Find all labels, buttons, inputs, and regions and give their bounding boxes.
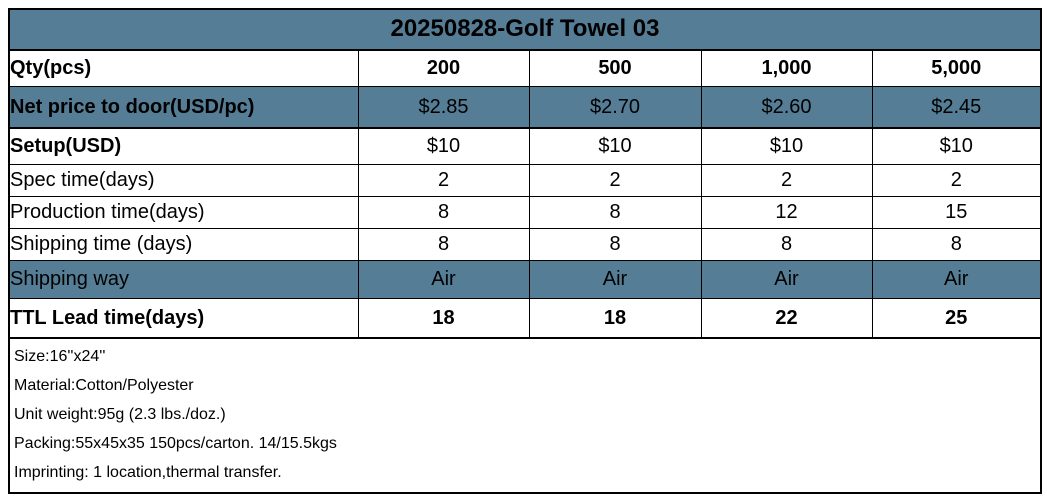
row-label-ttl-lead-time: TTL Lead time(days): [8, 297, 359, 339]
cell-setup-2: $10: [528, 127, 702, 165]
cell-shipping-time-4: 8: [871, 227, 1042, 261]
cell-spec-time-2: 2: [528, 163, 702, 197]
notes-row: Size:16''x24'' Material:Cotton/Polyester…: [8, 337, 1042, 494]
cell-qty-4: 5,000: [871, 49, 1042, 87]
note-unit-weight: Unit weight:95g (2.3 lbs./doz.): [14, 406, 226, 423]
cell-shipping-way-2: Air: [528, 259, 702, 299]
row-label-setup: Setup(USD): [8, 127, 359, 165]
cell-production-time-3: 12: [700, 195, 873, 229]
cell-production-time-4: 15: [871, 195, 1042, 229]
cell-setup-1: $10: [357, 127, 530, 165]
cell-qty-1: 200: [357, 49, 530, 87]
cell-setup-3: $10: [700, 127, 873, 165]
row-label-production-time: Production time(days): [8, 195, 359, 229]
title-row: 20250828-Golf Towel 03: [8, 8, 1042, 51]
table-row-spec-time: Spec time(days) 2 2 2 2: [8, 163, 1042, 197]
table-row-shipping-way: Shipping way Air Air Air Air: [8, 259, 1042, 299]
row-label-net-price: Net price to door(USD/pc): [8, 85, 359, 129]
table-row-production-time: Production time(days) 8 8 12 15: [8, 195, 1042, 229]
page-title: 20250828-Golf Towel 03: [8, 8, 1042, 51]
row-label-spec-time: Spec time(days): [8, 163, 359, 197]
row-label-shipping-way: Shipping way: [8, 259, 359, 299]
cell-shipping-time-3: 8: [700, 227, 873, 261]
table-row-qty: Qty(pcs) 200 500 1,000 5,000: [8, 49, 1042, 87]
cell-shipping-time-2: 8: [528, 227, 702, 261]
cell-ttl-lead-time-3: 22: [700, 297, 873, 339]
cell-qty-3: 1,000: [700, 49, 873, 87]
cell-qty-2: 500: [528, 49, 702, 87]
cell-shipping-time-1: 8: [357, 227, 530, 261]
cell-shipping-way-1: Air: [357, 259, 530, 299]
cell-shipping-way-4: Air: [871, 259, 1042, 299]
row-label-shipping-time: Shipping time (days): [8, 227, 359, 261]
table-row-shipping-time: Shipping time (days) 8 8 8 8: [8, 227, 1042, 261]
cell-production-time-1: 8: [357, 195, 530, 229]
cell-ttl-lead-time-1: 18: [357, 297, 530, 339]
cell-spec-time-3: 2: [700, 163, 873, 197]
note-imprinting: Imprinting: 1 location,thermal transfer.: [14, 464, 282, 481]
cell-spec-time-1: 2: [357, 163, 530, 197]
note-material: Material:Cotton/Polyester: [14, 377, 194, 394]
cell-production-time-2: 8: [528, 195, 702, 229]
cell-net-price-1: $2.85: [357, 85, 530, 129]
cell-spec-time-4: 2: [871, 163, 1042, 197]
note-packing: Packing:55x45x35 150pcs/carton. 14/15.5k…: [14, 435, 337, 452]
note-size: Size:16''x24'': [14, 348, 106, 365]
table-row-setup: Setup(USD) $10 $10 $10 $10: [8, 127, 1042, 165]
notes-cell: Size:16''x24'' Material:Cotton/Polyester…: [8, 337, 1042, 494]
cell-net-price-3: $2.60: [700, 85, 873, 129]
cell-ttl-lead-time-4: 25: [871, 297, 1042, 339]
cell-shipping-way-3: Air: [700, 259, 873, 299]
table-row-net-price: Net price to door(USD/pc) $2.85 $2.70 $2…: [8, 85, 1042, 129]
cell-net-price-4: $2.45: [871, 85, 1042, 129]
cell-net-price-2: $2.70: [528, 85, 702, 129]
quote-table: 20250828-Golf Towel 03 Qty(pcs) 200 500 …: [8, 8, 1042, 494]
row-label-qty: Qty(pcs): [8, 49, 359, 87]
cell-ttl-lead-time-2: 18: [528, 297, 702, 339]
cell-setup-4: $10: [871, 127, 1042, 165]
table-row-ttl-lead-time: TTL Lead time(days) 18 18 22 25: [8, 297, 1042, 339]
